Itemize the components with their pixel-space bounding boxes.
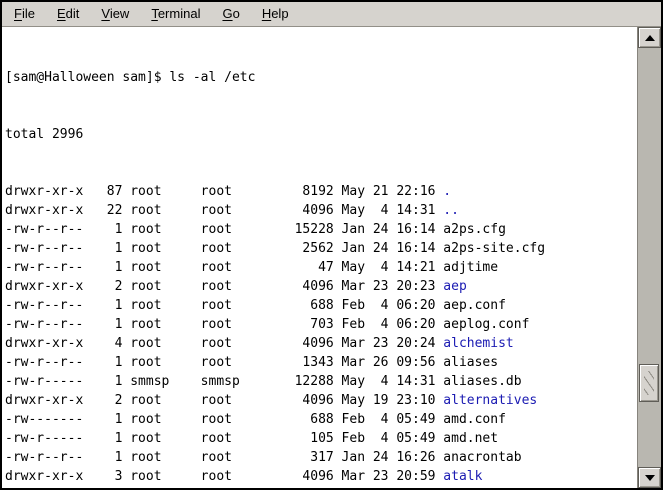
scrollbar-down-arrow-icon xyxy=(644,474,655,481)
file-row: -rw-r--r-- 1 root root 703 Feb 4 06:20 a… xyxy=(5,317,530,332)
scrollbar-trough[interactable] xyxy=(638,48,661,467)
file-name: atalk xyxy=(443,469,483,484)
file-row: -rw-r--r-- 1 root root 1343 Mar 26 09:56… xyxy=(5,355,499,370)
file-name: aeplog.conf xyxy=(443,317,530,332)
file-row: -rw------- 1 root root 688 Feb 4 05:49 a… xyxy=(5,412,506,427)
file-row: drwxr-xr-x 87 root root 8192 May 21 22:1… xyxy=(5,184,452,199)
file-row: drwxr-xr-x 3 root root 4096 Mar 23 20:59… xyxy=(5,469,483,484)
file-name: amd.conf xyxy=(443,412,506,427)
file-name: aliases.db xyxy=(443,374,522,389)
vertical-scrollbar[interactable] xyxy=(637,27,661,488)
menu-item-file[interactable]: File xyxy=(14,6,35,21)
file-row: -rw-r--r-- 1 root root 317 Jan 24 16:26 … xyxy=(5,450,522,465)
menu-item-go[interactable]: Go xyxy=(222,6,240,21)
file-name: aep.conf xyxy=(443,298,506,313)
file-name: aliases xyxy=(443,355,499,370)
file-row: drwxr-xr-x 4 root root 4096 Mar 23 20:24… xyxy=(5,336,514,351)
file-row: drwxr-xr-x 2 root root 4096 Mar 23 20:23… xyxy=(5,279,467,294)
file-row: -rw-r----- 1 root root 105 Feb 4 05:49 a… xyxy=(5,431,499,446)
prompt-line: [sam@Halloween sam]$ ls -al /etc xyxy=(5,70,256,85)
file-name: alternatives xyxy=(443,393,538,408)
scrollbar-up-arrow-icon xyxy=(644,34,655,41)
file-name: adjtime xyxy=(443,260,499,275)
menu-item-view[interactable]: View xyxy=(101,6,130,21)
file-name: aep xyxy=(443,279,467,294)
file-row: -rw-r--r-- 1 root root 15228 Jan 24 16:1… xyxy=(5,222,506,237)
terminal-output[interactable]: [sam@Halloween sam]$ ls -al /etc total 2… xyxy=(2,27,637,488)
total-line: total 2996 xyxy=(5,127,84,142)
scrollbar-down-button[interactable] xyxy=(638,467,661,488)
file-row: -rw-r--r-- 1 root root 2562 Jan 24 16:14… xyxy=(5,241,546,256)
menu-bar: File Edit View Terminal Go Help xyxy=(2,2,661,27)
file-name: anacrontab xyxy=(443,450,522,465)
file-row: -rw------- 1 root root 1 Jan 24 16:45 at… xyxy=(5,486,637,488)
file-name: a2ps.cfg xyxy=(443,222,506,237)
menu-item-edit[interactable]: Edit xyxy=(56,6,80,21)
file-row: drwxr-xr-x 2 root root 4096 May 19 23:10… xyxy=(5,393,538,408)
scrollbar-up-button[interactable] xyxy=(638,27,661,48)
file-name: . xyxy=(443,184,452,199)
file-row: drwxr-xr-x 22 root root 4096 May 4 14:31… xyxy=(5,203,459,218)
menu-item-help[interactable]: Help xyxy=(261,6,289,21)
file-name: a2ps-site.cfg xyxy=(443,241,546,256)
menu-item-terminal[interactable]: Terminal xyxy=(151,6,201,21)
file-row: -rw-r--r-- 1 root root 688 Feb 4 06:20 a… xyxy=(5,298,506,313)
file-row: -rw-r--r-- 1 root root 47 May 4 14:21 ad… xyxy=(5,260,499,275)
file-name: amd.net xyxy=(443,431,499,446)
file-name: alchemist xyxy=(443,336,514,351)
terminal-content: [sam@Halloween sam]$ ls -al /etc total 2… xyxy=(2,27,661,488)
file-row: -rw-r----- 1 smmsp smmsp 12288 May 4 14:… xyxy=(5,374,522,389)
scrollbar-thumb[interactable] xyxy=(639,364,659,402)
file-name: .. xyxy=(443,203,459,218)
